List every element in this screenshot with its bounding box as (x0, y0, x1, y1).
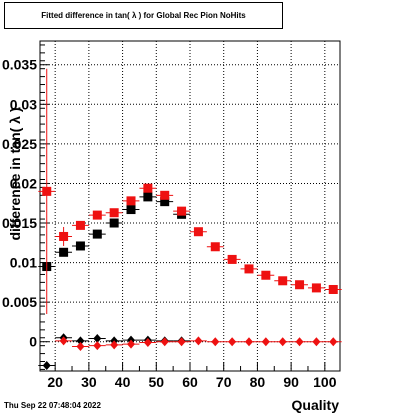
data-point-square (193, 227, 203, 237)
data-point-diamond (76, 341, 85, 351)
data-point-diamond (93, 341, 102, 351)
data-point-square (160, 190, 170, 200)
data-point-diamond (93, 334, 102, 344)
y-tick-label: 0.015 (2, 215, 37, 231)
grid-lines (40, 41, 340, 371)
data-point-square (59, 231, 69, 241)
data-point-square (75, 241, 85, 251)
y-tick-label: 0.03 (10, 96, 37, 112)
data-point-diamond (76, 336, 85, 346)
data-point-diamond (42, 360, 51, 370)
data-point-diamond (278, 337, 287, 347)
data-point-diamond (194, 336, 203, 346)
y-tick-label: 0.005 (2, 294, 37, 310)
x-axis-label: Quality (292, 397, 340, 413)
data-point-square (143, 192, 153, 202)
x-tick-label: 70 (216, 374, 232, 390)
data-point-square (160, 197, 170, 207)
data-point-diamond (244, 337, 253, 347)
x-tick-label: 30 (81, 374, 97, 390)
x-tick-label: 100 (313, 374, 337, 390)
data-point-square (244, 264, 254, 274)
data-point-diamond (312, 337, 321, 347)
data-point-square (311, 283, 321, 293)
axis-ticks (40, 44, 326, 371)
y-tick-label: 0.02 (10, 175, 37, 191)
data-point-diamond (211, 337, 220, 347)
x-tick-label: 80 (250, 374, 266, 390)
data-point-square (210, 242, 220, 252)
x-tick-label: 60 (182, 374, 198, 390)
data-point-square (92, 229, 102, 239)
data-point-diamond (329, 337, 338, 347)
data-point-diamond (228, 337, 237, 347)
data-point-square (109, 208, 119, 218)
y-tick-label: 0.025 (2, 136, 37, 152)
data-point-square (126, 196, 136, 206)
data-point-diamond (160, 337, 169, 347)
y-tick-label: 0.035 (2, 57, 37, 73)
data-point-square (177, 206, 187, 216)
y-axis-label: difference in tan( λ ) (7, 107, 23, 240)
data-point-square (109, 218, 119, 228)
chart-title-box: Fitted difference in tan( λ ) for Global… (4, 2, 283, 29)
y-tick-label: 0.01 (10, 255, 37, 271)
data-point-square (75, 220, 85, 230)
y-tick-label: 0 (29, 334, 37, 350)
data-point-diamond (59, 336, 68, 346)
data-point-diamond (127, 339, 136, 349)
data-point-square (227, 254, 237, 264)
data-point-square (328, 284, 338, 294)
data-marks (38, 68, 342, 370)
data-point-diamond (261, 337, 270, 347)
data-point-square (278, 276, 288, 286)
data-point-diamond (177, 337, 186, 347)
x-tick-label: 20 (47, 374, 63, 390)
data-point-diamond (110, 340, 119, 350)
tick-labels: 20 30 40 50 60 70 80 90 100 0 0.005 0.01 0.015 0.02 0.… (2, 57, 337, 390)
data-point-square (59, 247, 69, 257)
data-point-square (126, 205, 136, 215)
data-point-square (261, 270, 271, 280)
data-point-diamond (143, 338, 152, 348)
timestamp: Thu Sep 22 07:48:04 2022 (4, 401, 101, 410)
data-point-square (42, 186, 52, 196)
x-tick-label: 90 (283, 374, 299, 390)
data-point-square (143, 183, 153, 193)
data-point-diamond (295, 337, 304, 347)
x-tick-label: 40 (115, 374, 131, 390)
data-point-square (295, 280, 305, 290)
chart-title: Fitted difference in tan( λ ) for Global… (41, 11, 246, 20)
data-point-square (92, 210, 102, 220)
x-tick-label: 50 (149, 374, 165, 390)
